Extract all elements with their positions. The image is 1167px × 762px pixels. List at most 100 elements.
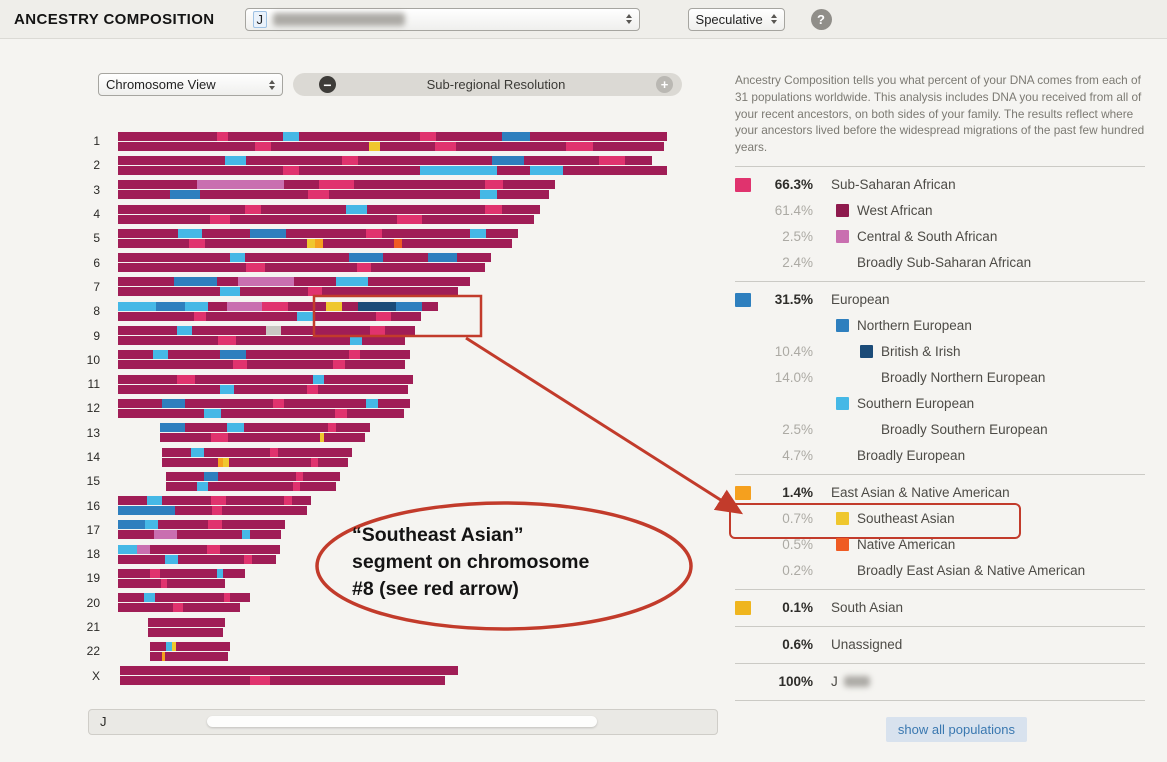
legend-row[interactable]: 1.4% East Asian & Native American — [735, 480, 1145, 506]
legend-row[interactable]: 14.0% Broadly Northern European — [735, 365, 1145, 391]
legend-row[interactable]: 31.5% European — [735, 287, 1145, 313]
ancestry-segment — [502, 180, 555, 190]
legend-row[interactable]: 0.7% Southeast Asian — [729, 502, 1145, 539]
ancestry-segment — [118, 496, 147, 506]
chromosome-bar[interactable] — [118, 544, 280, 554]
chromosome-bar[interactable] — [148, 627, 223, 637]
legend-row[interactable]: 2.4% Broadly Sub-Saharan African — [735, 250, 1145, 276]
chromosome-bar[interactable] — [118, 287, 458, 297]
chromosome-bar[interactable] — [150, 651, 228, 661]
ancestry-segment — [193, 311, 206, 321]
chromosome-bar[interactable] — [118, 180, 555, 190]
legend-row[interactable]: 2.5% Broadly Southern European — [735, 417, 1145, 443]
legend-row[interactable]: Southern European — [735, 391, 1145, 417]
chromosome-bar[interactable] — [118, 238, 512, 248]
chromosome-row: 8 — [0, 299, 720, 323]
estimate-mode-dropdown[interactable]: Speculative — [687, 7, 785, 31]
chromosome-bar[interactable] — [118, 530, 281, 540]
legend-row[interactable]: 2.5% Central & South African — [735, 224, 1145, 250]
ancestry-segment — [172, 603, 183, 613]
dropdown-arrows-icon — [269, 79, 275, 90]
chromosome-bar[interactable] — [118, 277, 470, 287]
legend-row[interactable]: Northern European — [735, 313, 1145, 339]
chromosome-bar[interactable] — [118, 301, 438, 311]
category-swatch — [735, 485, 751, 500]
chromosome-bar[interactable] — [118, 311, 421, 321]
category-swatch — [735, 177, 751, 192]
ancestry-segment — [118, 326, 178, 336]
legend-row[interactable]: 61.4% West African — [735, 198, 1145, 224]
ancestry-segment — [272, 398, 285, 408]
chromosome-bar[interactable] — [150, 641, 230, 651]
legend-row[interactable]: 100% J — [735, 669, 1145, 695]
chromosome-bar[interactable] — [118, 384, 408, 394]
profile-scrollbar[interactable]: J — [88, 708, 718, 735]
help-icon[interactable]: ? — [810, 8, 832, 30]
population-swatch — [836, 512, 849, 526]
chromosome-bar[interactable] — [166, 481, 336, 491]
chromosome-bar[interactable] — [118, 506, 307, 516]
ancestry-segment — [366, 398, 378, 408]
chromosome-bar[interactable] — [118, 326, 415, 336]
chromosome-bar[interactable] — [118, 228, 518, 238]
chromosome-row: 5 — [0, 226, 720, 250]
chromosome-bar[interactable] — [118, 165, 667, 175]
chromosome-bar[interactable] — [118, 350, 410, 360]
chromosome-bar[interactable] — [118, 214, 534, 224]
chromosome-bar[interactable] — [120, 676, 445, 686]
resolution-minus-button[interactable]: − — [319, 76, 336, 93]
ancestry-segment — [371, 263, 485, 273]
chromosome-bar[interactable] — [118, 568, 245, 578]
resolution-plus-button[interactable]: + — [656, 76, 673, 93]
percentage: 0.7% — [782, 511, 813, 527]
show-all-populations-button[interactable]: show all populations — [885, 716, 1027, 742]
chromosome-bar[interactable] — [120, 666, 458, 676]
chromosome-bar[interactable] — [118, 190, 549, 200]
profile-dropdown[interactable]: J — [244, 7, 640, 31]
scrollbar-thumb[interactable] — [206, 716, 597, 728]
chromosome-bar[interactable] — [118, 593, 250, 603]
view-dropdown[interactable]: Chromosome View — [98, 73, 283, 96]
legend-group: 1.4% East Asian & Native American 0.7% Sout… — [729, 473, 1145, 589]
chromosome-bar[interactable] — [118, 374, 413, 384]
legend-row[interactable]: 0.5% Native American — [735, 532, 1145, 558]
chromosome-bar[interactable] — [118, 360, 405, 370]
ancestry-segment — [296, 311, 315, 321]
ancestry-segment — [419, 165, 497, 175]
ancestry-segment — [312, 374, 325, 384]
dropdown-arrows-icon — [625, 14, 632, 24]
legend-row[interactable]: 4.7% Broadly European — [735, 443, 1145, 469]
legend-row[interactable]: 0.2% Broadly East Asian & Native American — [735, 558, 1145, 584]
chromosome-bar[interactable] — [118, 603, 240, 613]
category-swatch — [735, 292, 751, 307]
chromosome-bar[interactable] — [118, 578, 225, 588]
ancestry-segment — [217, 457, 224, 467]
chromosome-bar[interactable] — [118, 398, 410, 408]
ancestry-segment — [202, 228, 250, 238]
chromosome-bar[interactable] — [118, 554, 276, 564]
chromosome-bar[interactable] — [118, 253, 491, 263]
chromosome-bar[interactable] — [118, 131, 667, 141]
chromosome-bar[interactable] — [162, 447, 352, 457]
ancestry-segment — [226, 496, 284, 506]
chromosome-bar[interactable] — [118, 336, 405, 346]
legend-row[interactable]: 66.3% Sub-Saharan African — [735, 172, 1145, 198]
chromosome-bar[interactable] — [118, 141, 664, 151]
legend-row[interactable]: 0.6% Unassigned — [735, 632, 1145, 658]
ancestry-segment — [470, 228, 486, 238]
chromosome-bar[interactable] — [118, 408, 404, 418]
chromosome-bar[interactable] — [148, 617, 225, 627]
legend-row[interactable]: 0.1% South Asian — [735, 595, 1145, 621]
chromosome-bar[interactable] — [166, 471, 340, 481]
legend-group: 31.5% European Northern European 10.4% Briti… — [735, 280, 1145, 474]
chromosome-bar[interactable] — [118, 204, 540, 214]
legend-row[interactable]: 10.4% British & Irish — [735, 339, 1145, 365]
chromosome-bar[interactable] — [160, 433, 365, 443]
chromosome-bar[interactable] — [162, 457, 348, 467]
chromosome-bar[interactable] — [118, 496, 311, 506]
chromosome-bar[interactable] — [118, 263, 485, 273]
chromosome-bar[interactable] — [118, 155, 652, 165]
ancestry-segment — [216, 131, 228, 141]
chromosome-bar[interactable] — [118, 520, 285, 530]
chromosome-bar[interactable] — [160, 423, 370, 433]
